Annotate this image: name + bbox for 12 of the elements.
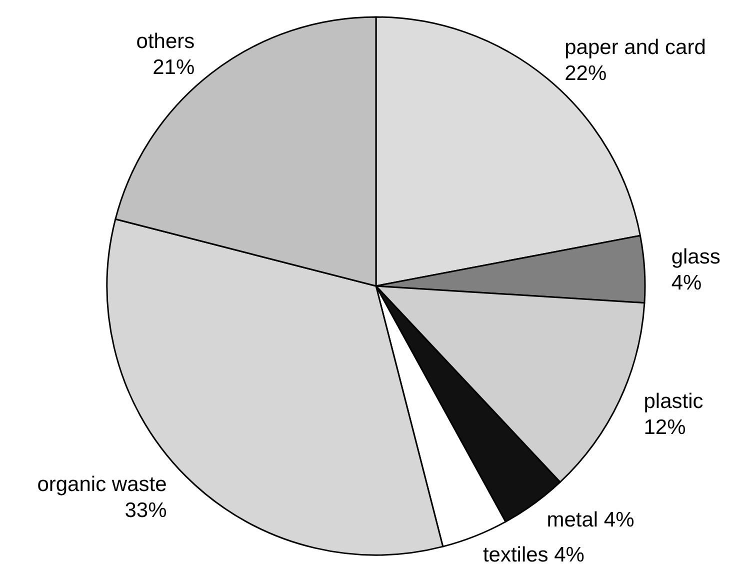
slice-label: glass [671, 245, 720, 268]
slice-label: metal 4% [546, 508, 634, 532]
data-label: 22% [564, 62, 607, 86]
slice-label: organic waste [37, 473, 167, 496]
slice-label: textiles 4% [482, 544, 584, 567]
slice-label: paper and card [564, 36, 706, 60]
data-label: 12% [644, 416, 686, 439]
slice-label: plastic [644, 390, 704, 413]
data-label: 4% [671, 271, 702, 294]
slice-label: others [136, 30, 195, 54]
data-label: 21% [152, 56, 195, 80]
data-label: 33% [124, 499, 167, 522]
